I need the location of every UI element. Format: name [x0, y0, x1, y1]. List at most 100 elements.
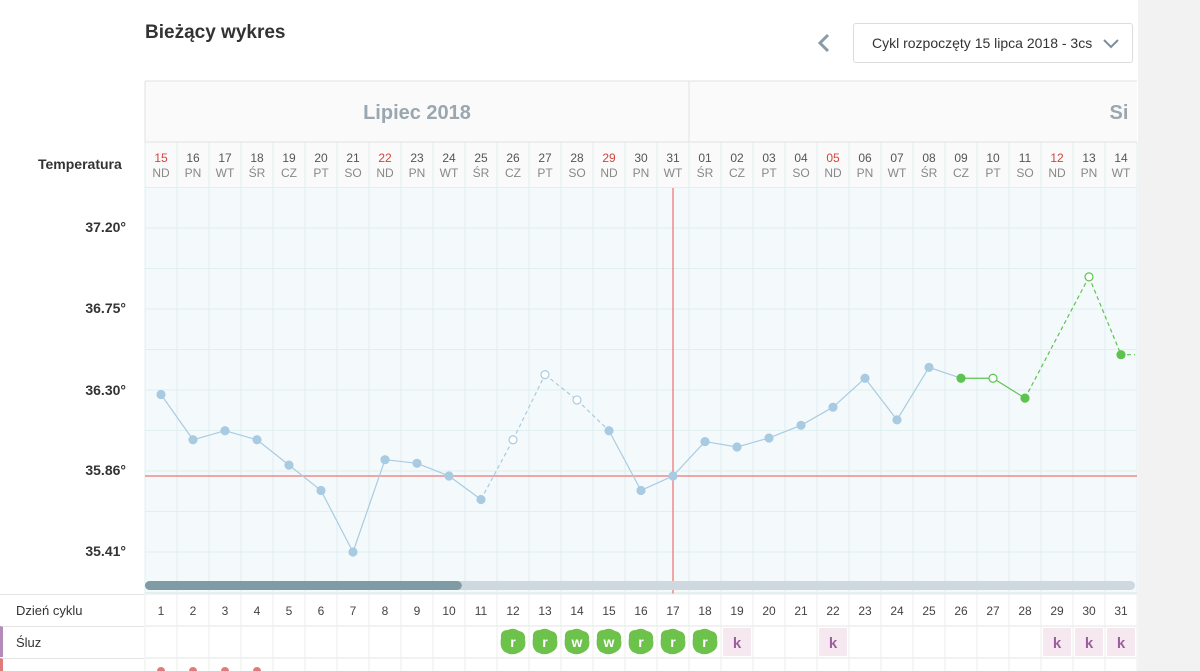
cycle-day-number: 26 — [954, 604, 968, 618]
date-label: 07 — [890, 151, 904, 165]
weekday-label: PN — [409, 166, 426, 180]
date-label: 24 — [442, 151, 456, 165]
weekday-label: PN — [185, 166, 202, 180]
data-point — [668, 471, 678, 481]
y-tick-label: 36.30° — [85, 381, 126, 398]
y-tick-label: 35.41° — [85, 543, 126, 559]
bleeding-row-label — [0, 658, 144, 671]
sluz-mark: r — [542, 634, 548, 650]
previous-cycle-button[interactable] — [810, 28, 838, 58]
sluz-mark: k — [829, 635, 838, 652]
cycle-day-number: 12 — [506, 604, 520, 618]
data-point — [284, 460, 294, 470]
cycle-day-number: 15 — [602, 604, 616, 618]
cycle-day-number: 21 — [794, 604, 808, 618]
sluz-blob — [532, 628, 558, 655]
series-segment — [288, 464, 322, 491]
date-label: 28 — [570, 151, 584, 165]
date-label: 21 — [346, 151, 360, 165]
sluz-blob-shape — [564, 628, 590, 655]
date-label: 19 — [282, 151, 296, 165]
weekday-label: PT — [761, 166, 777, 180]
weekday-label: CZ — [729, 166, 745, 180]
series-segment — [576, 399, 610, 432]
cycle-day-number: 18 — [698, 604, 712, 618]
series-segment — [224, 430, 258, 441]
cycle-day-number: 4 — [254, 604, 261, 618]
weekday-label: ŚR — [921, 165, 938, 180]
weekday-label: ND — [376, 166, 394, 180]
date-label: 09 — [954, 151, 968, 165]
month-label: Lipiec 2018 — [363, 102, 471, 124]
weekday-label: WT — [664, 166, 683, 180]
series-segment — [768, 424, 802, 439]
weekday-label: ND — [152, 166, 170, 180]
bleeding-marker — [253, 667, 261, 671]
data-point — [956, 373, 966, 383]
data-point — [764, 433, 774, 443]
sluz-mark: k — [733, 635, 742, 652]
date-label: 04 — [794, 151, 808, 165]
series-segment — [416, 462, 450, 477]
date-label: 31 — [666, 151, 680, 165]
data-point — [220, 426, 230, 436]
sluz-mark: r — [510, 634, 516, 650]
data-point — [732, 442, 742, 452]
cycle-day-number: 16 — [634, 604, 648, 618]
series-segment — [608, 430, 642, 491]
series-segment — [352, 459, 386, 553]
weekday-label: WT — [888, 166, 907, 180]
weekday-label: SO — [1016, 166, 1033, 180]
series-segment — [256, 439, 290, 466]
sluz-k-bg — [1107, 628, 1135, 656]
weekday-label: ŚR — [249, 165, 266, 180]
data-point — [380, 455, 390, 465]
date-label: 08 — [922, 151, 936, 165]
weekday-label: PN — [633, 166, 650, 180]
sluz-row-label: Śluz — [0, 626, 144, 657]
sluz-mark: r — [638, 634, 644, 650]
date-label: 11 — [1019, 151, 1032, 165]
series-segment — [448, 475, 482, 500]
page-title: Bieżący wykres — [145, 22, 286, 43]
series-segment — [1024, 276, 1090, 399]
weekday-label: CZ — [505, 166, 521, 180]
sluz-mark: w — [603, 634, 615, 650]
sluz-blob-shape — [596, 628, 622, 655]
data-point — [444, 471, 454, 481]
y-tick-label: 36.75° — [85, 300, 126, 317]
date-label: 10 — [986, 151, 1000, 165]
cycle-day-number: 6 — [318, 604, 325, 618]
temperature-heading: Temperatura — [38, 156, 122, 172]
sluz-mark: w — [571, 634, 583, 650]
cycle-day-number: 28 — [1018, 604, 1032, 618]
weekday-label: PT — [537, 166, 553, 180]
sluz-mark: r — [670, 634, 676, 650]
cycle-day-number: 29 — [1050, 604, 1064, 618]
date-label: 20 — [314, 151, 328, 165]
cycle-day-number: 9 — [414, 604, 421, 618]
weekday-label: WT — [216, 166, 235, 180]
weekday-label: SO — [792, 166, 809, 180]
y-tick-label: 37.20° — [85, 219, 126, 235]
temperature-chart: Lipiec 2018 Si15ND16PN17WT18ŚR19CZ20PT21S… — [144, 80, 1138, 671]
weekday-label: CZ — [281, 166, 297, 180]
cycle-day-row-label: Dzień cyklu — [0, 594, 144, 625]
data-point — [252, 435, 262, 445]
cycle-select[interactable]: Cykl rozpoczęty 15 lipca 2018 - 3cs — [853, 23, 1133, 63]
sluz-blob — [692, 628, 718, 655]
series-segment — [512, 374, 546, 441]
data-point — [1084, 272, 1094, 282]
sluz-blob-shape — [660, 628, 686, 655]
series-segment — [160, 394, 194, 441]
data-point — [700, 436, 710, 447]
sluz-mark: k — [1053, 635, 1062, 652]
data-point — [316, 485, 326, 496]
date-label: 29 — [602, 151, 616, 165]
cycle-day-number: 5 — [286, 604, 293, 618]
sluz-k-bg — [1075, 628, 1103, 656]
series-segment — [800, 406, 834, 426]
series-segment — [480, 439, 514, 500]
date-label: 18 — [250, 151, 264, 165]
data-point — [1020, 393, 1030, 403]
